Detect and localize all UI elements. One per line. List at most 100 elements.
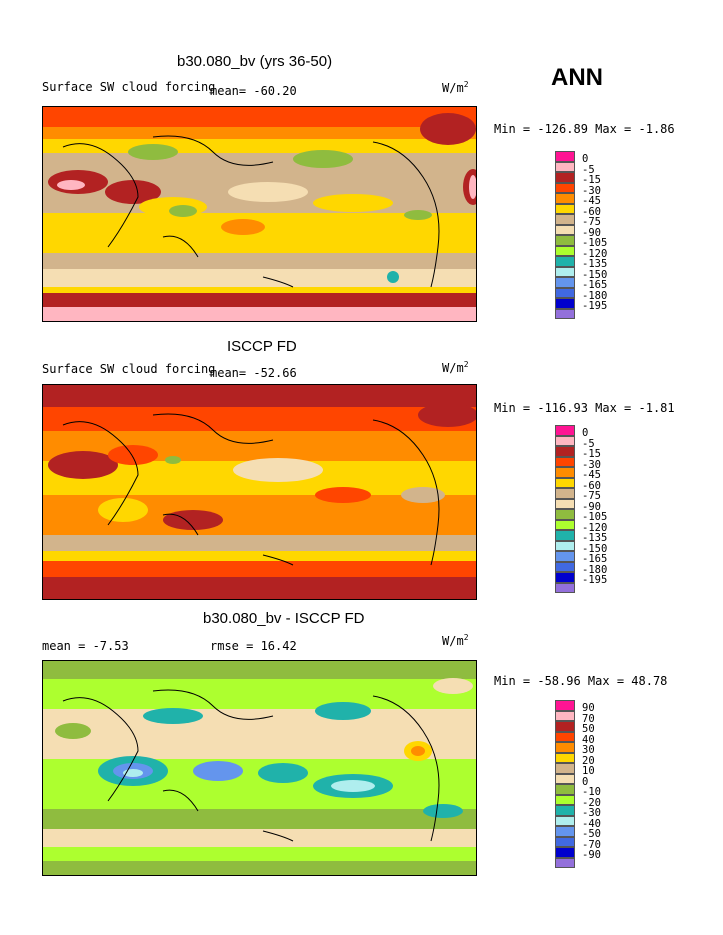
legend-label: -45: [582, 195, 601, 207]
legend-label: -60: [582, 479, 601, 492]
legend-label: -30: [582, 184, 601, 197]
legend-swatch: [555, 488, 575, 499]
legend-row: -45: [555, 467, 695, 481]
legend-swatch: [555, 857, 575, 868]
panel-3-title: b30.080_bv - ISCCP FD: [203, 610, 365, 627]
legend-label: -90: [582, 500, 601, 513]
legend-swatch: [555, 277, 575, 288]
legend-swatch: [555, 731, 575, 742]
legend-label: -105: [582, 237, 608, 249]
panel-2-minmax: Min = -116.93 Max = -1.81: [494, 401, 675, 415]
legend-row: -75: [555, 488, 695, 502]
legend-swatch: [555, 287, 575, 298]
legend-swatch: [555, 224, 575, 235]
legend-swatch: [555, 435, 575, 446]
legend-row: -195: [555, 572, 695, 585]
legend-row: -135: [555, 530, 695, 544]
legend-swatch: [555, 298, 575, 309]
legend-label: 0: [582, 427, 589, 439]
legend-row: [555, 308, 695, 319]
legend-swatch: [555, 763, 575, 774]
legend-swatch: [555, 752, 575, 763]
legend-row: 40: [555, 731, 695, 746]
legend-row: -90: [555, 224, 695, 239]
legend-row: -150: [555, 266, 695, 281]
legend-label: -180: [582, 563, 608, 576]
legend-label: 0: [582, 775, 589, 788]
legend-swatch: [555, 582, 575, 593]
legend-label: -150: [582, 542, 608, 555]
legend-swatch: [555, 193, 575, 204]
legend-row: -90: [555, 847, 695, 860]
legend-row: -180: [555, 561, 695, 576]
legend-row: -120: [555, 519, 695, 534]
panel-1-minmax: Min = -126.89 Max = -1.86: [494, 122, 675, 136]
legend-row: -105: [555, 235, 695, 249]
legend-swatch: [555, 540, 575, 551]
legend-swatch: [555, 182, 575, 193]
legend-label: -45: [582, 469, 601, 481]
legend-label: 50: [582, 723, 595, 735]
legend-label: -5: [582, 163, 595, 176]
legend-label: 20: [582, 754, 595, 767]
legend-label: -10: [582, 786, 601, 798]
legend-swatch: [555, 784, 575, 795]
legend-swatch: [555, 245, 575, 256]
legend-swatch: [555, 721, 575, 732]
legend-label: -90: [582, 226, 601, 239]
legend-swatch: [555, 256, 575, 267]
panel-2-field-label: Surface SW cloud forcing: [42, 362, 216, 376]
legend-label: -75: [582, 490, 601, 502]
legend-row: -45: [555, 193, 695, 207]
legend-row: -30: [555, 456, 695, 471]
legend-swatch: [555, 161, 575, 172]
legend-label: -105: [582, 511, 608, 523]
legend-swatch: [555, 214, 575, 225]
panel-2-units: W/m2: [442, 360, 469, 375]
legend-row: 90: [555, 700, 695, 713]
legend-row: -15: [555, 446, 695, 459]
legend-swatch: [555, 551, 575, 562]
legend-row: 10: [555, 763, 695, 776]
legend-row: -60: [555, 203, 695, 217]
panel-3-map: [42, 660, 477, 876]
legend-label: -20: [582, 796, 601, 809]
legend-row: -90: [555, 498, 695, 513]
legend-swatch: [555, 805, 575, 816]
legend-label: -150: [582, 268, 608, 281]
legend-label: -120: [582, 247, 608, 260]
legend-swatch: [555, 425, 575, 436]
legend-row: [555, 582, 695, 593]
legend-label: -5: [582, 437, 595, 450]
legend-label: -75: [582, 216, 601, 228]
legend-row: 0: [555, 425, 695, 439]
panel-1-field-label: Surface SW cloud forcing: [42, 80, 216, 94]
legend-swatch: [555, 794, 575, 805]
legend-label: 40: [582, 733, 595, 746]
legend-swatch: [555, 308, 575, 319]
legend-label: -120: [582, 521, 608, 534]
legend-label: -40: [582, 817, 601, 830]
panel-1-units: W/m2: [442, 80, 469, 95]
legend-swatch: [555, 467, 575, 478]
legend-row: -120: [555, 245, 695, 260]
panel-3-minmax: Min = -58.96 Max = 48.78: [494, 674, 668, 688]
legend-row: -20: [555, 794, 695, 809]
legend-label: -135: [582, 532, 608, 544]
legend-label: -30: [582, 807, 601, 819]
legend-label: -15: [582, 174, 601, 186]
panel-1-title: b30.080_bv (yrs 36-50): [177, 53, 333, 70]
legend-label: -50: [582, 828, 601, 840]
legend-row: -165: [555, 277, 695, 290]
legend-row: 70: [555, 710, 695, 724]
panel-3-units: W/m2: [442, 633, 469, 648]
legend-row: 0: [555, 151, 695, 164]
legend-swatch: [555, 446, 575, 457]
legend-swatch: [555, 519, 575, 530]
legend-swatch: [555, 456, 575, 467]
panel-3-legend: 90 70 50 40 30 20 10 0 -10 -20 -30 -40 -50 -70 -90: [555, 700, 695, 868]
legend-row: [555, 857, 695, 868]
legend-row: 30: [555, 742, 695, 755]
legend-label: -30: [582, 458, 601, 471]
legend-row: -40: [555, 815, 695, 830]
